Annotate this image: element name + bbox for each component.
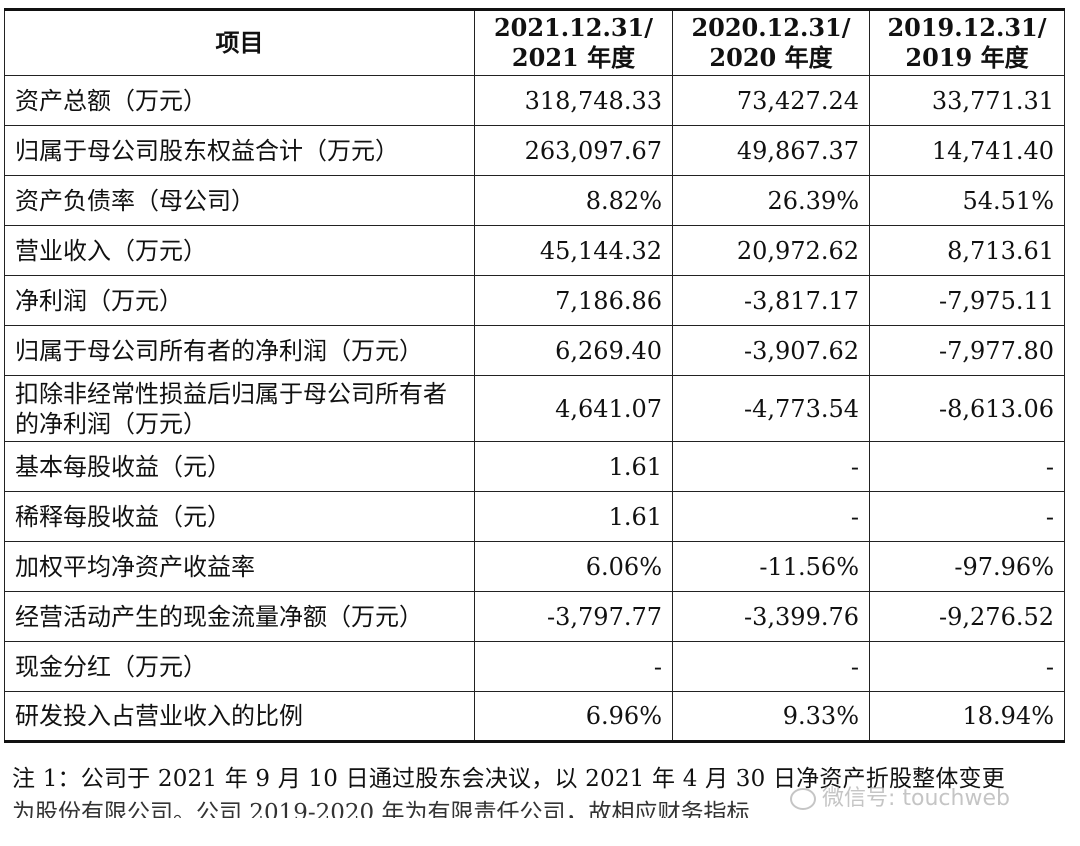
row-value: -: [672, 491, 870, 542]
row-value: 14,741.40: [869, 125, 1065, 176]
table-row: 现金分红（万元） - - -: [4, 641, 1065, 692]
financial-table: 项目 2021.12.31/2021 年度 2020.12.31/2020 年度…: [4, 8, 1065, 743]
row-value: -11.56%: [672, 541, 870, 592]
row-value: -3,817.17: [672, 275, 870, 326]
row-label: 基本每股收益（元）: [4, 441, 475, 492]
wechat-icon: [790, 788, 816, 810]
table-row: 资产总额（万元） 318,748.33 73,427.24 33,771.31: [4, 75, 1065, 126]
row-label: 加权平均净资产收益率: [4, 541, 475, 592]
row-value: -: [869, 441, 1065, 492]
row-value: 45,144.32: [474, 225, 673, 276]
row-value: 1.61: [474, 441, 673, 492]
row-value: -3,907.62: [672, 325, 870, 376]
row-value: 4,641.07: [474, 375, 673, 442]
row-label: 扣除非经常性损益后归属于母公司所有者的净利润（万元）: [4, 375, 475, 442]
row-label: 营业收入（万元）: [4, 225, 475, 276]
row-value: 18.94%: [869, 691, 1065, 743]
row-value: 8.82%: [474, 175, 673, 226]
row-label: 稀释每股收益（元）: [4, 491, 475, 542]
table-row: 稀释每股收益（元） 1.61- -: [4, 491, 1065, 542]
header-item: 项目: [4, 8, 475, 76]
row-label: 资产负债率（母公司）: [4, 175, 475, 226]
row-value: 73,427.24: [672, 75, 870, 126]
row-value: 263,097.67: [474, 125, 673, 176]
table-row: 研发投入占营业收入的比例 6.96% 9.33% 18.94%: [4, 691, 1065, 743]
table-row: 基本每股收益（元） 1.61- -: [4, 441, 1065, 492]
row-label: 归属于母公司股东权益合计（万元）: [4, 125, 475, 176]
table-row: 归属于母公司股东权益合计（万元） 263,097.67 49,867.37 14,74…: [4, 125, 1065, 176]
footnote-line-2: 为股份有限公司。公司 2019-2020 年为有限责任公司，故相应财务指标: [12, 800, 750, 818]
row-value: 9.33%: [672, 691, 870, 743]
row-value: -: [672, 441, 870, 492]
table-row: 经营活动产生的现金流量净额（万元） -3,797.77 -3,399.76 -9,27…: [4, 591, 1065, 642]
header-2019: 2019.12.31/2019 年度: [869, 8, 1065, 76]
row-value: 8,713.61: [869, 225, 1065, 276]
row-label: 资产总额（万元）: [4, 75, 475, 126]
row-label: 现金分红（万元）: [4, 641, 475, 692]
table-header-row: 项目 2021.12.31/2021 年度 2020.12.31/2020 年度…: [4, 8, 1065, 76]
table-row: 净利润（万元） 7,186.86 -3,817.17 -7,975.11: [4, 275, 1065, 326]
row-value: -97.96%: [869, 541, 1065, 592]
table-row: 扣除非经常性损益后归属于母公司所有者的净利润（万元） 4,641.07 -4,773…: [4, 375, 1065, 442]
table-row: 资产负债率（母公司） 8.82% 26.39% 54.51%: [4, 175, 1065, 226]
table-row: 营业收入（万元） 45,144.32 20,972.62 8,713.61: [4, 225, 1065, 276]
watermark: 微信号: touchweb: [790, 780, 1010, 812]
row-value: 318,748.33: [474, 75, 673, 126]
row-value: -9,276.52: [869, 591, 1065, 642]
row-value: -3,797.77: [474, 591, 673, 642]
row-value: -: [869, 641, 1065, 692]
row-value: -7,975.11: [869, 275, 1065, 326]
row-value: 33,771.31: [869, 75, 1065, 126]
row-value: -: [672, 641, 870, 692]
row-label: 研发投入占营业收入的比例: [4, 691, 475, 743]
header-2021: 2021.12.31/2021 年度: [474, 8, 673, 76]
row-value: -8,613.06: [869, 375, 1065, 442]
row-value: 49,867.37: [672, 125, 870, 176]
row-value: -: [869, 491, 1065, 542]
row-label: 归属于母公司所有者的净利润（万元）: [4, 325, 475, 376]
table-row: 加权平均净资产收益率 6.06% -11.56% -97.96%: [4, 541, 1065, 592]
row-value: -3,399.76: [672, 591, 870, 642]
row-value: 26.39%: [672, 175, 870, 226]
row-label: 经营活动产生的现金流量净额（万元）: [4, 591, 475, 642]
row-value: 6.96%: [474, 691, 673, 743]
row-value: 6.06%: [474, 541, 673, 592]
row-value: 6,269.40: [474, 325, 673, 376]
row-value: 7,186.86: [474, 275, 673, 326]
row-value: 1.61: [474, 491, 673, 542]
row-value: -7,977.80: [869, 325, 1065, 376]
row-value: -: [474, 641, 673, 692]
table-row: 归属于母公司所有者的净利润（万元） 6,269.40 -3,907.62 -7,977…: [4, 325, 1065, 376]
row-value: 54.51%: [869, 175, 1065, 226]
footnote-line-1: 注 1：公司于 2021 年 9 月 10 日通过股东会决议，以 2021 年 …: [12, 766, 1005, 792]
row-value: 20,972.62: [672, 225, 870, 276]
row-value: -4,773.54: [672, 375, 870, 442]
row-label: 净利润（万元）: [4, 275, 475, 326]
header-2020: 2020.12.31/2020 年度: [672, 8, 870, 76]
